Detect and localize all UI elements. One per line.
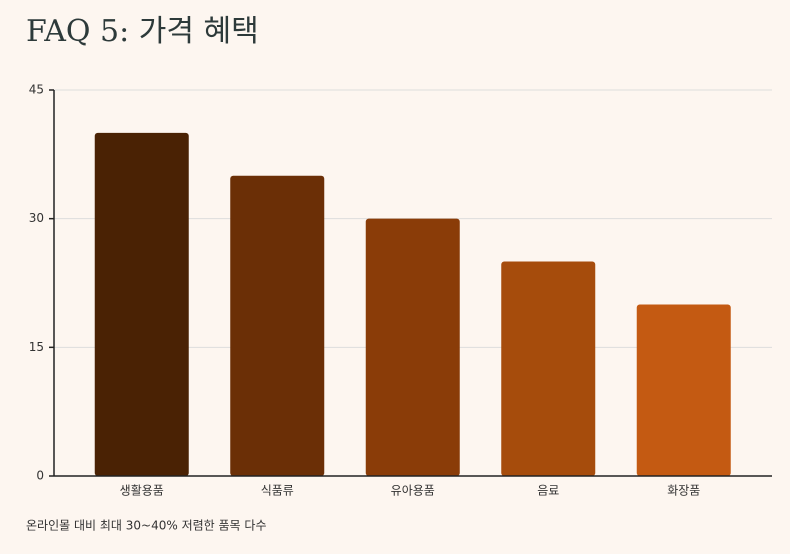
bar: [636, 304, 731, 476]
y-tick-label: 45: [29, 83, 44, 97]
x-tick-label: 화장품: [667, 484, 700, 498]
x-tick-label: 식품류: [261, 484, 294, 498]
chart-title: FAQ 5: 가격 혜택: [26, 14, 259, 49]
footnote: 온라인몰 대비 최대 30~40% 저렴한 품목 다수: [26, 519, 266, 533]
y-tick-label: 0: [36, 469, 44, 483]
x-tick-label: 음료: [537, 484, 559, 498]
bar: [230, 175, 325, 476]
x-tick-label: 생활용품: [120, 484, 164, 498]
bar: [501, 261, 596, 476]
bar: [365, 218, 460, 476]
x-tick-label: 유아용품: [391, 484, 435, 498]
y-tick-label: 15: [29, 340, 44, 354]
y-tick-label: 30: [29, 211, 44, 225]
bar: [94, 132, 189, 476]
